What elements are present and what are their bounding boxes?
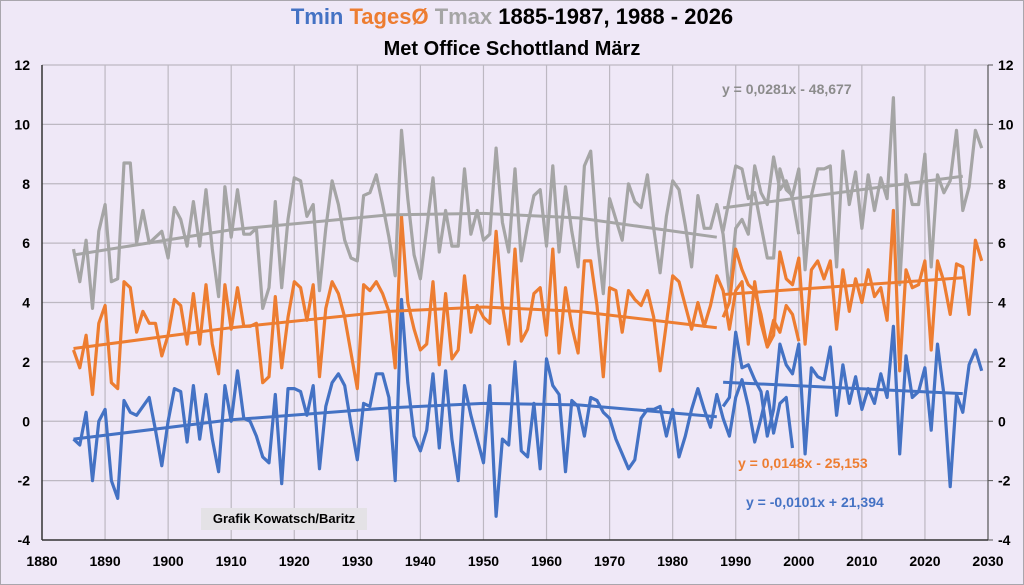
- equation-tages: y = 0,0148x - 25,153: [738, 455, 868, 471]
- y-tick-label-right: 8: [998, 176, 1006, 192]
- chart-subtitle: Met Office Schottland März: [383, 38, 641, 60]
- y-tick-label-left: 10: [14, 116, 30, 132]
- y-tick-label-right: 4: [998, 295, 1006, 311]
- x-tick-label: 1940: [405, 553, 436, 569]
- chart-title: Tmin TagesØ Tmax 1885-1987, 1988 - 2026: [0, 4, 1024, 30]
- x-tick-label: 1980: [657, 553, 688, 569]
- trendline-poly-tages: [73, 305, 717, 350]
- y-tick-label-right: 6: [998, 235, 1006, 251]
- x-tick-label: 2000: [783, 553, 814, 569]
- y-tick-label-right: 10: [998, 116, 1014, 132]
- x-tick-label: 1920: [279, 553, 310, 569]
- series-tages-1988: [721, 208, 984, 373]
- x-tick-label: 1970: [594, 553, 625, 569]
- series-tmin-1988: [721, 324, 984, 489]
- trendlines: [73, 174, 963, 441]
- x-tick-label: 1900: [153, 553, 184, 569]
- x-tick-label: 1910: [216, 553, 247, 569]
- y-tick-label-right: -2: [998, 473, 1011, 489]
- equation-tmin: y = -0,0101x + 21,394: [746, 494, 884, 510]
- y-tick-label-left: -2: [18, 473, 31, 489]
- series-tmax-1885: [71, 128, 801, 310]
- title-tages: TagesØ: [349, 4, 429, 29]
- x-tick-label: 1950: [468, 553, 499, 569]
- tick-labels: 1880 1890 1900 1910 1920 1930 1940 1950 1960 1970…: [14, 57, 1013, 569]
- trendline-poly-tmin: [73, 401, 717, 441]
- credit-annotation: Grafik Kowatsch/Baritz: [201, 508, 367, 530]
- y-tick-label-left: 2: [22, 354, 30, 370]
- y-tick-label-right: 12: [998, 57, 1014, 73]
- y-tick-label-right: 0: [998, 413, 1006, 429]
- x-tick-label: 1990: [720, 553, 751, 569]
- x-tick-label: 1930: [342, 553, 373, 569]
- title-tmax: Tmax: [434, 4, 493, 29]
- trendline-linear-tmin: [723, 380, 963, 396]
- series-lines: [71, 96, 984, 518]
- y-tick-label-right: -4: [998, 532, 1011, 548]
- series-tmax-1988: [721, 96, 984, 287]
- x-tick-label: 1890: [89, 553, 120, 569]
- x-tick-label: 1960: [531, 553, 562, 569]
- trendline-poly-tmax: [73, 211, 718, 257]
- title-tmin: Tmin: [290, 4, 344, 29]
- y-tick-label-left: 0: [22, 413, 30, 429]
- y-tick-label-left: -4: [18, 532, 31, 548]
- x-tick-label: 2010: [846, 553, 877, 569]
- series-tmin-1885: [72, 297, 795, 518]
- series-tages-1885: [71, 214, 801, 397]
- title-years: 1885-1987, 1988 - 2026: [498, 4, 734, 29]
- y-tick-label-left: 6: [22, 235, 30, 251]
- x-tick-label: 2020: [909, 553, 940, 569]
- axes: [41, 64, 993, 541]
- equation-tmax: y = 0,0281x - 48,677: [722, 81, 852, 97]
- x-tick-label: 1880: [26, 553, 57, 569]
- x-tick-label: 2030: [972, 553, 1003, 569]
- trendline-linear-tmax: [722, 174, 963, 210]
- y-tick-label-right: 2: [998, 354, 1006, 370]
- y-tick-label-left: 4: [22, 295, 30, 311]
- y-tick-label-left: 12: [14, 57, 30, 73]
- trendline-linear-tages: [723, 276, 963, 296]
- y-tick-label-left: 8: [22, 176, 30, 192]
